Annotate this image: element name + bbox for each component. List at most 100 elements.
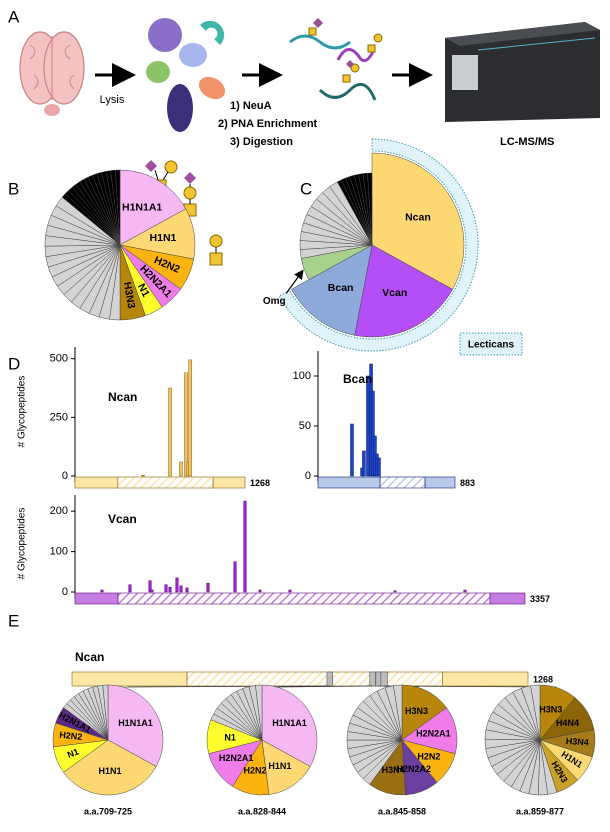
domain-segment xyxy=(74,476,119,489)
bar xyxy=(350,423,354,477)
bar xyxy=(179,585,183,593)
site-box xyxy=(375,671,382,687)
pie-slice xyxy=(393,684,403,741)
protein xyxy=(179,43,207,67)
bar xyxy=(100,589,104,593)
domain-segment xyxy=(186,671,443,687)
connector xyxy=(124,685,330,688)
glycan-icons xyxy=(145,160,223,266)
pie-slice xyxy=(261,739,311,795)
peptide xyxy=(336,48,376,63)
instrument-stripe xyxy=(477,37,596,51)
panel-label: E xyxy=(8,611,19,630)
domain-segment xyxy=(489,592,526,605)
proteins xyxy=(146,18,226,132)
bar xyxy=(168,586,172,593)
slice-label: H2N2A1 xyxy=(219,753,254,763)
slice-label: H2N2A1 xyxy=(416,728,451,738)
bar xyxy=(188,359,192,477)
slice-label: H1N1A1 xyxy=(122,201,162,213)
pie-title: a.a.859-877 xyxy=(516,806,564,816)
pie-slice xyxy=(401,684,447,741)
pie-slice xyxy=(119,169,187,246)
site-box xyxy=(369,671,376,687)
y-tick-label: 0 xyxy=(305,470,311,482)
glycan xyxy=(350,63,360,73)
bar xyxy=(179,461,183,477)
bar xyxy=(377,457,381,477)
bar xyxy=(184,372,188,477)
slice-label: H3N3 xyxy=(405,706,428,716)
slice-label: H3N4 xyxy=(382,765,405,775)
domain-segment xyxy=(424,476,456,489)
brain xyxy=(19,31,85,116)
instrument-body xyxy=(445,22,600,122)
slice-label: H4N4 xyxy=(556,718,579,728)
bar xyxy=(185,587,189,593)
slice-label: H2N2 xyxy=(244,766,267,776)
brain-stem xyxy=(44,104,60,116)
bar xyxy=(233,561,237,593)
pie-slice xyxy=(115,169,121,246)
slice-label: H1N1A1 xyxy=(272,718,307,728)
chart-title: Ncan xyxy=(75,650,104,664)
glycan xyxy=(313,18,323,28)
bar xyxy=(243,500,247,593)
pie-slice xyxy=(371,152,465,290)
glycan xyxy=(183,186,197,200)
protein xyxy=(167,84,193,132)
x-tick-label: 1268 xyxy=(250,478,270,488)
y-tick-label: 50 xyxy=(299,420,311,432)
y-tick-label: 100 xyxy=(293,370,311,382)
bar xyxy=(258,589,262,593)
glycan xyxy=(346,60,354,68)
bar xyxy=(150,589,154,593)
bar xyxy=(371,390,375,477)
domain-segment xyxy=(317,476,381,489)
y-tick-label: 500 xyxy=(50,353,68,365)
y-tick-label: 250 xyxy=(50,411,68,423)
pie-slice xyxy=(102,684,109,741)
panel-label: A xyxy=(8,7,20,26)
peptide xyxy=(289,34,351,50)
connector xyxy=(278,685,373,688)
slice-label: H2N2A2 xyxy=(396,764,431,774)
y-tick-label: 100 xyxy=(50,545,68,557)
glycan xyxy=(184,172,196,184)
slice-label: N1 xyxy=(66,746,80,760)
slice-label: H1N1A1 xyxy=(118,718,153,728)
panel-label: D xyxy=(8,354,20,373)
pie-slice xyxy=(261,684,318,767)
domain-segment xyxy=(442,671,529,687)
instrument-top xyxy=(445,22,600,46)
pie-slice xyxy=(367,172,373,246)
bar xyxy=(175,577,179,593)
pie-slice xyxy=(107,684,164,767)
pie-slice xyxy=(291,244,373,336)
protein xyxy=(146,61,170,83)
bar xyxy=(128,584,132,593)
step-label: 2) PNA Enrichment xyxy=(218,118,318,130)
bar xyxy=(168,387,172,477)
glycan xyxy=(342,74,351,83)
slice-label: Vcan xyxy=(382,287,407,299)
slice-label: H2N2 xyxy=(417,751,440,761)
slice-label: Omg xyxy=(263,296,286,307)
slice-label: Ncan xyxy=(405,212,431,224)
pie-title: a.a.828-844 xyxy=(238,806,286,816)
brain-folds xyxy=(29,36,75,100)
y-tick-label: 0 xyxy=(62,470,68,482)
site-box xyxy=(380,671,388,687)
y-tick-label: 200 xyxy=(50,505,68,517)
bar xyxy=(141,475,145,477)
slice-label: H2N2 xyxy=(59,730,83,742)
x-tick-label: 883 xyxy=(460,478,475,488)
x-tick-label: 1268 xyxy=(533,674,553,684)
bar xyxy=(164,584,168,593)
slice-label: N1 xyxy=(224,732,236,742)
domain-segment xyxy=(74,592,119,605)
site-box xyxy=(326,671,334,687)
glycan xyxy=(367,44,376,53)
bracket-box xyxy=(459,332,523,356)
